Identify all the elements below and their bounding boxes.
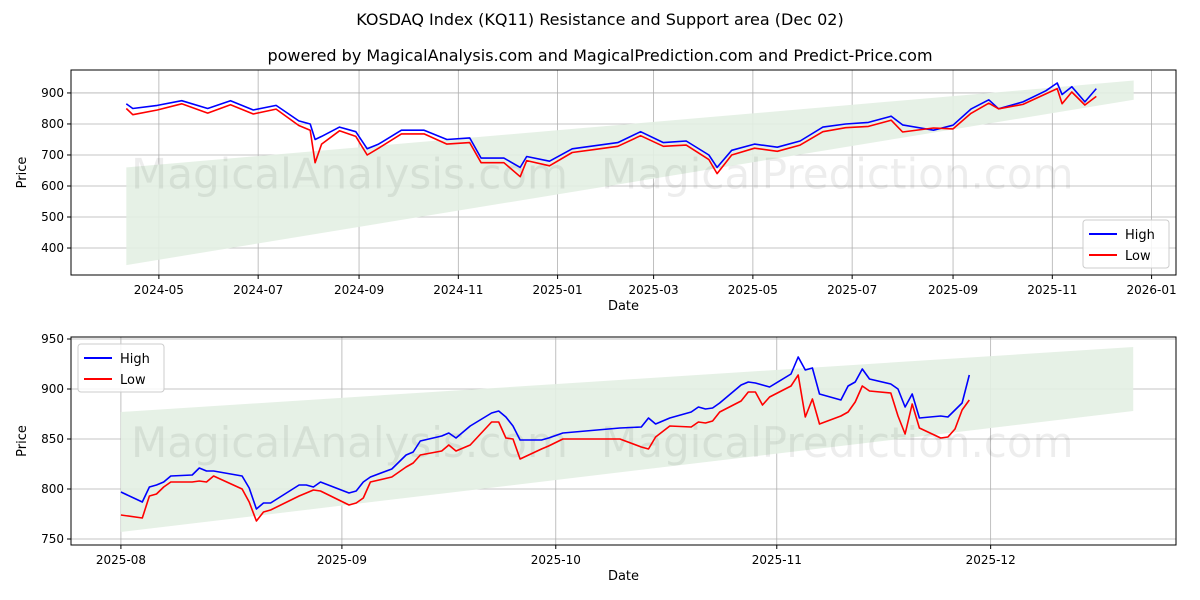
chart-subtitle: powered by MagicalAnalysis.com and Magic… <box>267 46 933 65</box>
x-tick-label: 2025-10 <box>531 553 581 567</box>
x-tick-label: 2025-07 <box>827 283 877 297</box>
chart-title: KOSDAQ Index (KQ11) Resistance and Suppo… <box>356 10 844 29</box>
y-tick-label: 850 <box>41 432 64 446</box>
plot-frame <box>70 336 1177 546</box>
y-tick-label: 600 <box>41 179 64 193</box>
watermark-magicalanalysis: MagicalAnalysis.com <box>131 150 568 199</box>
y-tick-label: 750 <box>41 532 64 546</box>
x-axis-label: Date <box>608 299 639 314</box>
x-axis-label: Date <box>608 569 639 584</box>
x-tick-label: 2025-11 <box>1027 283 1077 297</box>
y-axis-label: Price <box>15 157 30 189</box>
x-tick-label: 2024-09 <box>334 283 384 297</box>
y-tick-label: 950 <box>41 332 64 346</box>
series-line-low <box>120 374 970 522</box>
x-tick-label: 2025-09 <box>928 283 978 297</box>
x-tick-label: 2024-07 <box>233 283 283 297</box>
support-resistance-band <box>120 347 1134 532</box>
x-tick-label: 2024-05 <box>134 283 184 297</box>
y-tick-label: 900 <box>41 382 64 396</box>
y-tick-label: 800 <box>41 482 64 496</box>
watermark-magicalprediction: MagicalPrediction.com <box>601 150 1074 199</box>
x-tick-label: 2024-11 <box>433 283 483 297</box>
legend-label-high: High <box>120 352 150 367</box>
series-line-high <box>120 356 971 510</box>
x-tick-label: 2025-09 <box>317 553 367 567</box>
y-tick-label: 900 <box>41 86 64 100</box>
full-period-chart: 2024-05 2024-07 2024-09 2024-11 2025-01 2025-… <box>15 69 1177 314</box>
x-tick-label: 2025-11 <box>752 553 802 567</box>
recent-period-chart: 2025-08 2025-09 2025-10 2025-11 2025-12 750 80… <box>15 332 1177 584</box>
y-tick-label: 400 <box>41 241 64 255</box>
legend: High Low <box>77 343 165 393</box>
legend-label-high: High <box>1125 228 1155 243</box>
y-tick-label: 800 <box>41 117 64 131</box>
x-tick-label: 2026-01 <box>1127 283 1177 297</box>
x-tick-label: 2025-12 <box>966 553 1016 567</box>
x-tick-label: 2025-03 <box>629 283 679 297</box>
y-tick-label: 500 <box>41 210 64 224</box>
plot-frame <box>70 69 1177 276</box>
support-resistance-band <box>126 80 1134 266</box>
x-tick-label: 2025-05 <box>728 283 778 297</box>
legend-label-low: Low <box>1125 249 1151 264</box>
legend-label-low: Low <box>120 373 146 388</box>
x-tick-label: 2025-01 <box>533 283 583 297</box>
legend: High Low <box>1082 219 1170 269</box>
series-line-high <box>125 82 1097 169</box>
y-axis-label: Price <box>15 425 30 457</box>
y-tick-label: 700 <box>41 148 64 162</box>
series-line-low <box>125 87 1097 178</box>
watermark-magicalanalysis: MagicalAnalysis.com <box>131 418 568 467</box>
x-tick-label: 2025-08 <box>96 553 146 567</box>
